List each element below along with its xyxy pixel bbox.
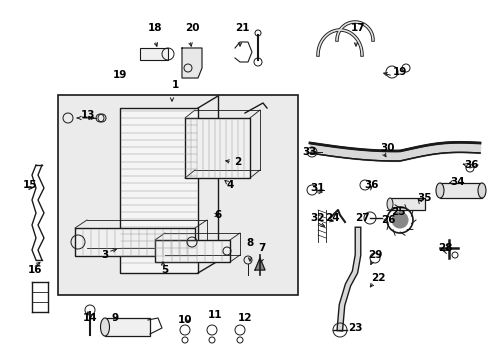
Text: 15: 15 [23,180,37,190]
Text: 24: 24 [324,213,339,223]
Text: 9: 9 [111,313,118,323]
Bar [140,48,168,60]
Text: 3: 3 [101,250,108,260]
Text: 7: 7 [258,243,265,253]
Bar [105,318,150,336]
Text: 26: 26 [380,215,394,225]
Text: 32: 32 [310,213,325,223]
Text: 2: 2 [234,157,241,167]
Text: 27: 27 [354,213,368,223]
Text: 5: 5 [161,265,168,275]
Text: 4: 4 [226,180,233,190]
Ellipse shape [477,183,485,198]
Text: 19: 19 [392,67,407,77]
Bar [120,108,198,273]
Text: 25: 25 [390,207,405,217]
Text: 6: 6 [214,210,221,220]
Text: 1: 1 [171,80,178,90]
Text: 10: 10 [177,315,192,325]
Text: 33: 33 [302,147,317,157]
Text: 20: 20 [184,23,199,33]
Text: 28: 28 [437,243,451,253]
Bar [184,118,249,178]
Text: 29: 29 [367,250,382,260]
Text: 12: 12 [237,313,252,323]
Text: 16: 16 [28,265,42,275]
Polygon shape [182,48,202,78]
Text: 8: 8 [246,238,253,248]
Ellipse shape [101,318,109,336]
Ellipse shape [435,183,443,198]
Text: 14: 14 [82,313,97,323]
Text: 22: 22 [370,273,385,283]
Bar [439,183,481,198]
Text: 31: 31 [310,183,325,193]
Text: 21: 21 [234,23,249,33]
Bar [58,95,297,295]
Text: 36: 36 [364,180,379,190]
Bar [155,240,229,262]
Text: 13: 13 [81,110,95,120]
Text: 36: 36 [464,160,478,170]
Text: 23: 23 [347,323,362,333]
Text: 11: 11 [207,310,222,320]
Text: 35: 35 [417,193,431,203]
Circle shape [391,212,407,228]
Polygon shape [254,258,264,270]
Text: 18: 18 [147,23,162,33]
Bar [389,198,424,210]
Text: 30: 30 [380,143,394,153]
Ellipse shape [386,198,392,210]
Bar [75,228,195,256]
Text: 34: 34 [450,177,465,187]
Text: 19: 19 [113,70,127,80]
Text: 17: 17 [350,23,365,33]
